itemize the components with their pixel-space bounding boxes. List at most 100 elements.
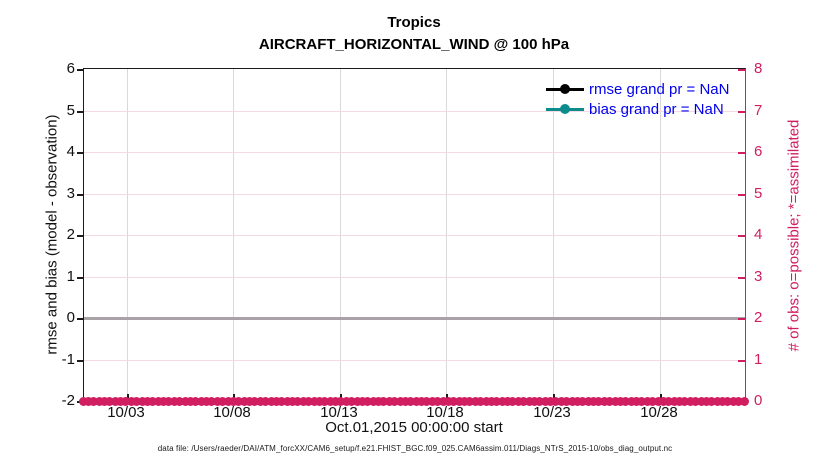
obs-count-marker	[529, 396, 539, 406]
obs-count-marker	[347, 396, 357, 406]
obs-count-marker	[728, 396, 738, 406]
right-axis-tick	[738, 235, 745, 237]
obs-count-marker	[110, 396, 120, 406]
obs-count-marker	[513, 396, 523, 406]
obs-count-marker	[250, 396, 260, 406]
right-axis-tick	[738, 69, 745, 71]
obs-count-marker	[567, 396, 577, 406]
chart-title-block: Tropics AIRCRAFT_HORIZONTAL_WIND @ 100 h…	[84, 12, 744, 56]
left-axis-tick	[77, 277, 84, 279]
obs-count-marker	[336, 396, 346, 406]
legend-item: rmse grand pr = NaN	[546, 79, 729, 99]
obs-count-marker	[314, 396, 324, 406]
right-y-tick-label: 7	[754, 102, 763, 119]
obs-count-marker	[492, 396, 502, 406]
obs-count-marker	[562, 396, 572, 406]
legend-marker-dot	[560, 84, 570, 94]
obs-count-marker	[422, 396, 432, 406]
obs-count-marker	[384, 396, 394, 406]
obs-count-marker	[621, 396, 631, 406]
right-axis-tick	[738, 277, 745, 279]
obs-count-marker	[271, 396, 281, 406]
obs-count-marker	[594, 396, 604, 406]
left-axis-tick	[77, 360, 84, 362]
right-y-tick-label: 0	[754, 392, 763, 409]
obs-count-marker	[551, 396, 561, 406]
legend-line-sample	[546, 104, 584, 114]
right-y-tick-label: 4	[754, 226, 763, 243]
obs-count-marker	[605, 396, 615, 406]
obs-count-marker	[175, 396, 185, 406]
x-tick-label: 10/28	[640, 404, 678, 421]
x-tick-label: 10/18	[426, 404, 464, 421]
right-axis-tick	[738, 318, 745, 320]
left-y-tick-label: 3	[66, 185, 75, 202]
obs-count-marker	[535, 396, 545, 406]
chart-title-region: Tropics	[387, 14, 441, 31]
obs-count-marker	[390, 396, 400, 406]
obs-count-marker	[304, 396, 314, 406]
obs-count-marker	[427, 396, 437, 406]
obs-count-marker	[277, 396, 287, 406]
left-y-tick-label: 6	[66, 60, 75, 77]
obs-count-marker	[685, 396, 695, 406]
obs-count-marker	[658, 396, 668, 406]
right-y-tick-label: 8	[754, 60, 763, 77]
left-axis-tick	[77, 318, 84, 320]
right-y-tick-label: 1	[754, 351, 763, 368]
obs-count-marker	[293, 396, 303, 406]
y-gridline	[84, 111, 745, 112]
obs-count-marker	[126, 396, 136, 406]
obs-count-marker	[164, 396, 174, 406]
left-axis-tick	[77, 69, 84, 71]
obs-count-marker	[589, 396, 599, 406]
obs-count-marker	[341, 396, 351, 406]
obs-count-marker	[712, 396, 722, 406]
right-axis-tick	[738, 152, 745, 154]
left-axis-tick	[77, 152, 84, 154]
obs-count-marker	[395, 396, 405, 406]
obs-count-marker	[610, 396, 620, 406]
obs-count-marker	[470, 396, 480, 406]
obs-count-marker	[723, 396, 733, 406]
obs-count-marker	[508, 396, 518, 406]
obs-count-marker	[153, 396, 163, 406]
obs-count-marker	[691, 396, 701, 406]
obs-count-marker	[707, 396, 717, 406]
obs-count-marker	[503, 396, 513, 406]
obs-count-marker	[218, 396, 228, 406]
x-tick-label: 10/13	[320, 404, 358, 421]
obs-count-marker	[255, 396, 265, 406]
obs-count-marker	[169, 396, 179, 406]
obs-count-marker	[540, 396, 550, 406]
y-gridline	[84, 194, 745, 195]
obs-count-marker	[578, 396, 588, 406]
left-y-tick-label: 0	[66, 309, 75, 326]
right-y-tick-label: 3	[754, 268, 763, 285]
right-axis-tick	[738, 111, 745, 113]
obs-count-marker	[718, 396, 727, 406]
obs-count-marker	[207, 396, 217, 406]
obs-count-marker	[653, 396, 663, 406]
obs-count-marker	[234, 396, 244, 406]
obs-count-marker	[320, 396, 330, 406]
obs-count-marker	[556, 396, 566, 406]
obs-count-marker	[583, 396, 593, 406]
obs-count-marker	[642, 396, 652, 406]
obs-count-marker	[78, 396, 88, 406]
left-y-tick-label: -1	[61, 351, 75, 368]
obs-count-marker	[632, 396, 642, 406]
obs-count-marker	[664, 396, 674, 406]
obs-count-marker	[433, 396, 443, 406]
legend: rmse grand pr = NaN bias grand pr = NaN	[546, 79, 729, 119]
left-y-tick-label: 2	[66, 226, 75, 243]
obs-count-marker	[309, 396, 319, 406]
data-file-caption: data file: /Users/raeder/DAI/ATM_forcXX/…	[157, 444, 673, 453]
obs-count-marker	[196, 396, 206, 406]
obs-count-marker	[546, 396, 556, 406]
obs-count-marker	[239, 396, 249, 406]
right-y-tick-label: 6	[754, 143, 763, 160]
obs-count-marker	[734, 396, 744, 406]
left-axis-tick	[77, 235, 84, 237]
